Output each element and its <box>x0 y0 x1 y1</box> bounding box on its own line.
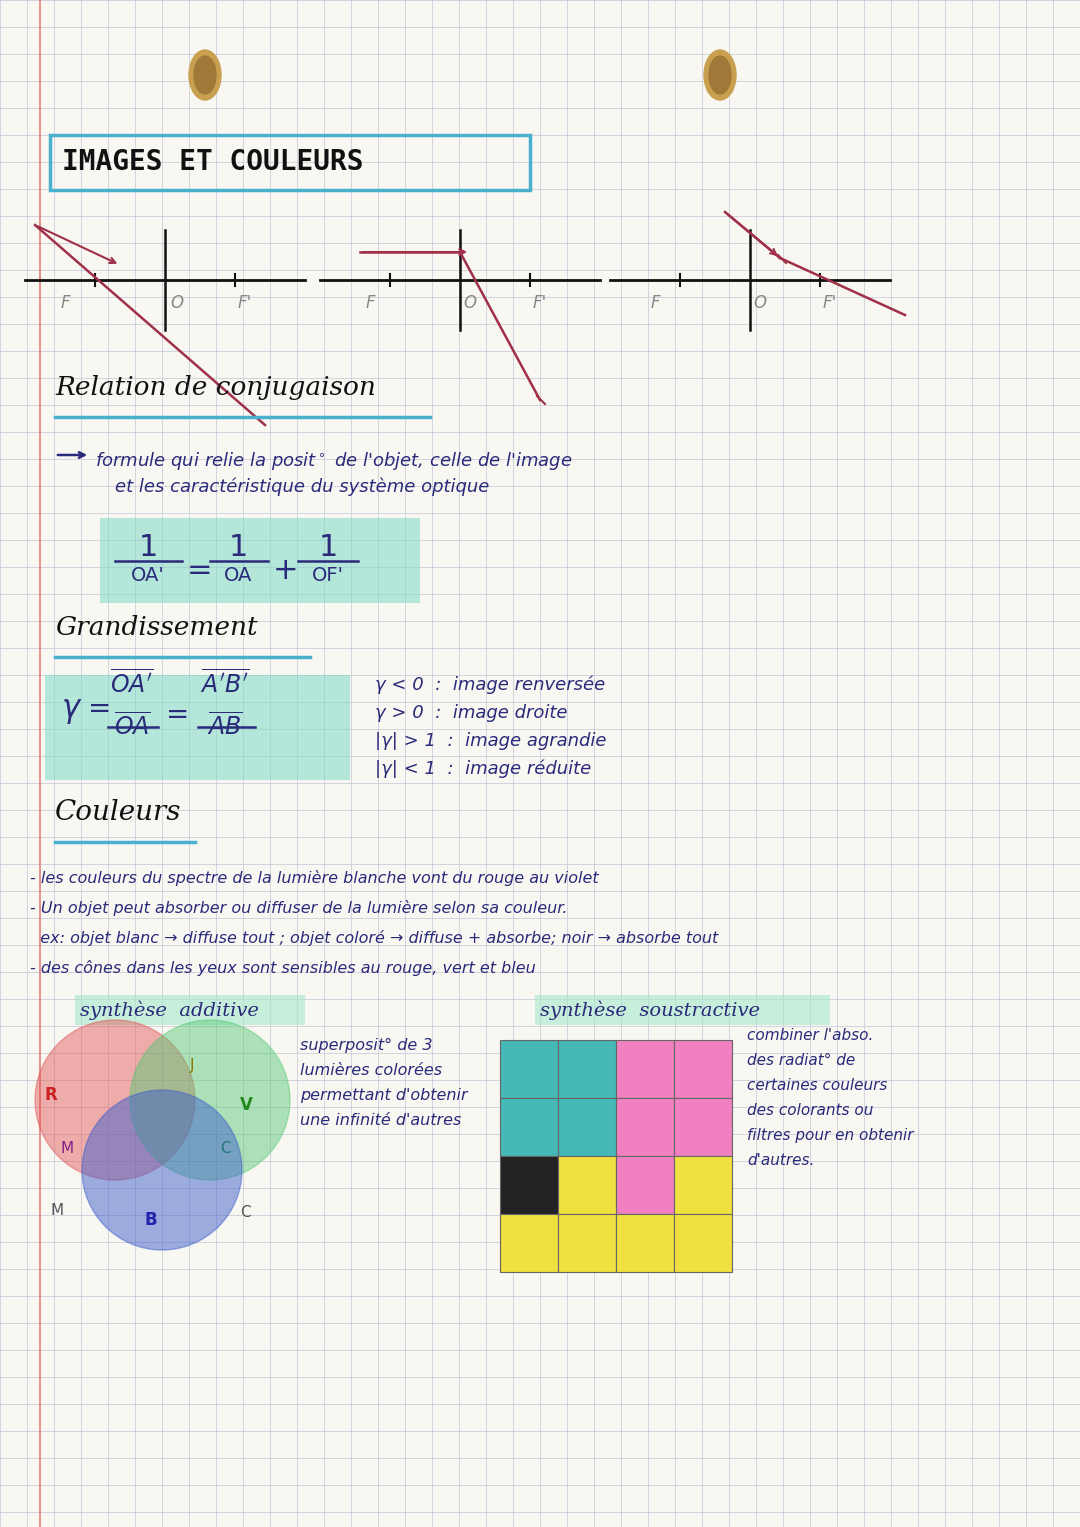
Bar <box>500 1214 558 1272</box>
Text: superposit° de 3: superposit° de 3 <box>300 1038 432 1054</box>
Text: F': F' <box>532 295 548 312</box>
Text: V: V <box>240 1096 253 1115</box>
Bar <box>500 1156 558 1214</box>
Text: O: O <box>754 295 767 312</box>
Text: Grandissement: Grandissement <box>55 615 258 640</box>
Text: F: F <box>60 295 70 312</box>
Circle shape <box>35 1020 195 1180</box>
Circle shape <box>82 1090 242 1251</box>
Text: F': F' <box>823 295 837 312</box>
Text: 1: 1 <box>138 533 158 562</box>
Text: C: C <box>220 1141 231 1156</box>
Text: Couleurs: Couleurs <box>55 799 181 826</box>
Text: des radiat° de: des radiat° de <box>747 1054 855 1067</box>
Text: =: = <box>87 695 111 722</box>
Ellipse shape <box>708 56 731 95</box>
Bar <box>500 1098 558 1156</box>
Circle shape <box>130 1020 291 1180</box>
Text: F: F <box>365 295 375 312</box>
Text: filtres pour en obtenir: filtres pour en obtenir <box>747 1128 914 1144</box>
Bar <box>558 1098 616 1156</box>
Bar <box>616 1214 674 1272</box>
Bar <box>558 1040 616 1098</box>
Text: des colorants ou: des colorants ou <box>747 1102 874 1118</box>
Bar <box>674 1098 732 1156</box>
Bar <box>616 1098 674 1156</box>
Ellipse shape <box>194 56 216 95</box>
Bar <box>535 996 831 1025</box>
Text: formule qui relie la posit$^\circ$ de l'objet, celle de l'image: formule qui relie la posit$^\circ$ de l'… <box>95 450 572 472</box>
Bar <box>45 675 350 780</box>
Text: IMAGES ET COULEURS: IMAGES ET COULEURS <box>62 148 364 177</box>
Ellipse shape <box>704 50 735 99</box>
Text: ex: objet blanc → diffuse tout ; objet coloré → diffuse + absorbe; noir → absorb: ex: objet blanc → diffuse tout ; objet c… <box>30 930 718 947</box>
Text: γ < 0  :  image renversée: γ < 0 : image renversée <box>375 675 605 693</box>
Bar <box>558 1214 616 1272</box>
Ellipse shape <box>189 50 221 99</box>
Text: $\overline{OA'}$: $\overline{OA'}$ <box>110 670 153 698</box>
Text: |γ| > 1  :  image agrandie: |γ| > 1 : image agrandie <box>375 731 607 750</box>
Bar <box>674 1156 732 1214</box>
Text: R: R <box>45 1086 57 1104</box>
Text: OF': OF' <box>312 567 345 585</box>
Text: - les couleurs du spectre de la lumière blanche vont du rouge au violet: - les couleurs du spectre de la lumière … <box>30 870 598 886</box>
Text: =: = <box>166 701 190 728</box>
Text: - Un objet peut absorber ou diffuser de la lumière selon sa couleur.: - Un objet peut absorber ou diffuser de … <box>30 899 567 916</box>
Bar <box>558 1156 616 1214</box>
Text: synthèse  soustractive: synthèse soustractive <box>540 1000 760 1020</box>
Text: et les caractéristique du système optique: et les caractéristique du système optiqu… <box>114 478 489 496</box>
Text: $\overline{AB}$: $\overline{AB}$ <box>207 713 243 741</box>
Text: $\overline{OA}$: $\overline{OA}$ <box>113 713 150 741</box>
Text: =: = <box>187 556 213 585</box>
Text: M: M <box>50 1203 63 1219</box>
Text: F: F <box>650 295 660 312</box>
Text: C: C <box>240 1205 251 1220</box>
Text: synthèse  additive: synthèse additive <box>80 1000 259 1020</box>
Bar <box>50 134 530 189</box>
Text: OA: OA <box>224 567 253 585</box>
Text: d'autres.: d'autres. <box>747 1153 814 1168</box>
Text: O: O <box>463 295 476 312</box>
Text: lumières colorées: lumières colorées <box>300 1063 442 1078</box>
Text: $\overline{A'B'}$: $\overline{A'B'}$ <box>200 670 249 698</box>
Text: combiner l'abso.: combiner l'abso. <box>747 1028 874 1043</box>
Text: B: B <box>145 1211 158 1229</box>
Text: - des cônes dans les yeux sont sensibles au rouge, vert et bleu: - des cônes dans les yeux sont sensibles… <box>30 960 536 976</box>
Text: M: M <box>60 1141 73 1156</box>
Text: OA': OA' <box>131 567 165 585</box>
Bar <box>616 1156 674 1214</box>
Text: une infinité d'autres: une infinité d'autres <box>300 1113 461 1128</box>
Bar <box>616 1040 674 1098</box>
Bar <box>500 1040 558 1098</box>
Text: 1: 1 <box>319 533 338 562</box>
Text: 1: 1 <box>228 533 247 562</box>
Text: +: + <box>273 556 299 585</box>
Bar <box>674 1214 732 1272</box>
Bar <box>100 518 420 603</box>
Bar <box>75 996 305 1025</box>
Text: O: O <box>171 295 184 312</box>
Text: permettant d'obtenir: permettant d'obtenir <box>300 1089 468 1102</box>
Text: γ: γ <box>62 695 80 724</box>
Bar <box>674 1040 732 1098</box>
Text: γ > 0  :  image droite: γ > 0 : image droite <box>375 704 567 722</box>
Text: Relation de conjugaison: Relation de conjugaison <box>55 376 376 400</box>
Text: F': F' <box>238 295 252 312</box>
Text: |γ| < 1  :  image réduite: |γ| < 1 : image réduite <box>375 759 591 777</box>
Text: certaines couleurs: certaines couleurs <box>747 1078 888 1093</box>
Text: J: J <box>190 1058 194 1073</box>
